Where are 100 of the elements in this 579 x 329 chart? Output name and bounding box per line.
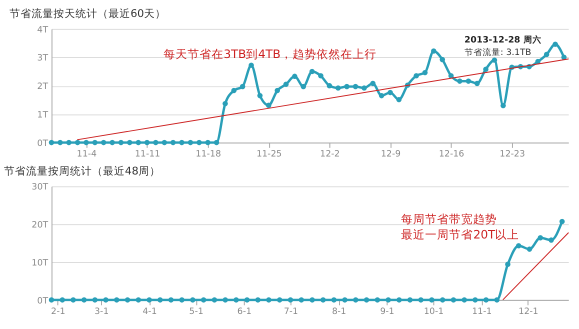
- point: [288, 297, 294, 303]
- x-tick-label: 9-1: [380, 307, 394, 318]
- point: [214, 140, 220, 146]
- point: [450, 297, 456, 303]
- y-tick-label: 10T: [32, 258, 49, 268]
- point: [298, 297, 304, 303]
- point: [179, 140, 184, 146]
- point: [318, 73, 324, 78]
- x-tick-label: 12-1: [518, 307, 538, 318]
- x-tick-label: 11-4: [76, 150, 98, 160]
- point: [466, 78, 472, 84]
- point: [335, 85, 341, 91]
- point: [266, 297, 272, 303]
- point: [492, 57, 498, 63]
- x-tick-label: 10-1: [424, 307, 444, 318]
- point: [342, 297, 348, 303]
- point: [127, 140, 132, 146]
- point: [331, 297, 337, 303]
- point: [548, 237, 554, 243]
- x-tick-label: 7-1: [284, 307, 298, 318]
- point: [240, 84, 246, 90]
- point: [84, 140, 89, 146]
- point: [544, 52, 550, 58]
- point: [157, 297, 163, 303]
- point: [124, 297, 130, 303]
- point: [255, 297, 261, 303]
- point: [118, 140, 124, 146]
- point: [457, 78, 462, 84]
- x-tick-label: 3-1: [94, 307, 109, 318]
- point: [429, 297, 434, 303]
- point: [60, 297, 66, 303]
- y-tick-label: 0T: [37, 296, 49, 306]
- point: [168, 297, 174, 303]
- point: [283, 82, 289, 87]
- point: [418, 297, 424, 303]
- y-tick-label: 20T: [32, 220, 49, 231]
- point: [483, 66, 488, 72]
- point: [374, 297, 380, 303]
- point: [414, 73, 419, 78]
- annotation: 每天节省在3TB到4TB，趋势依然在上行: [164, 47, 377, 62]
- point: [231, 88, 237, 94]
- point: [370, 80, 376, 86]
- point: [516, 243, 522, 248]
- point: [526, 246, 532, 252]
- point: [114, 297, 120, 303]
- point: [326, 83, 332, 88]
- point: [552, 42, 558, 47]
- point: [222, 297, 228, 303]
- x-tick-label: 8-1: [332, 307, 346, 318]
- point: [538, 235, 544, 240]
- point: [74, 140, 80, 146]
- y-tick-label: 30T: [32, 182, 49, 193]
- point: [352, 84, 358, 90]
- point: [431, 48, 436, 54]
- point: [162, 140, 168, 146]
- point: [144, 140, 150, 146]
- chart-title: 节省流量按周统计（最近48周）: [4, 164, 161, 178]
- point: [462, 297, 467, 303]
- x-tick-label: 11-25: [256, 150, 282, 160]
- point: [440, 56, 446, 62]
- chart-title: 节省流量按天统计（最近60天）: [10, 7, 166, 20]
- point: [136, 140, 142, 146]
- point: [472, 297, 478, 303]
- point: [364, 297, 370, 303]
- point: [362, 85, 367, 91]
- point: [146, 297, 152, 303]
- point: [205, 140, 210, 146]
- point: [81, 297, 87, 303]
- point: [244, 297, 250, 303]
- point: [292, 74, 298, 79]
- x-tick-label: 5-1: [189, 307, 204, 318]
- point: [66, 140, 72, 146]
- point: [188, 140, 194, 146]
- x-tick-label: 2-1: [51, 307, 66, 318]
- point: [474, 80, 480, 86]
- point: [48, 297, 54, 303]
- y-tick-label: 3T: [37, 54, 49, 64]
- x-tick-label: 12-16: [438, 150, 464, 160]
- point: [70, 297, 76, 303]
- point: [422, 70, 428, 76]
- point: [494, 297, 500, 303]
- x-tick-label: 11-1: [472, 307, 492, 318]
- point: [48, 140, 54, 146]
- point: [222, 100, 228, 106]
- point: [309, 68, 315, 74]
- point: [310, 297, 315, 303]
- point: [440, 297, 446, 303]
- point: [179, 297, 185, 303]
- point: [378, 93, 384, 98]
- point: [276, 297, 282, 303]
- annotation: 2013-12-28 周六: [464, 34, 542, 46]
- point: [505, 262, 510, 267]
- point: [200, 297, 206, 303]
- point: [388, 90, 393, 96]
- annotation: 最近一周节省20T以上: [401, 228, 520, 242]
- annotation: 节省流量: 3.1TB: [464, 47, 532, 58]
- x-tick-label: 12-23: [500, 150, 526, 160]
- point: [153, 140, 158, 146]
- point: [396, 297, 402, 303]
- point: [266, 102, 272, 108]
